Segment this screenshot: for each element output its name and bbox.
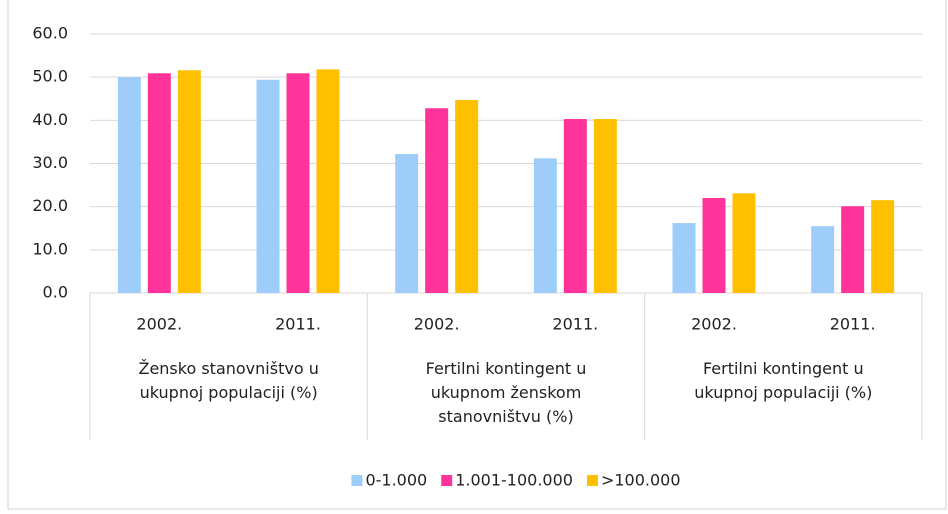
legend-label: 0-1.000 (365, 471, 427, 490)
group-label: Fertilni kontingent u ukupnoj populaciji… (694, 359, 873, 402)
bar (672, 223, 696, 293)
bar (811, 226, 835, 293)
x-tick-label: 2011. (275, 315, 321, 334)
y-tick-label: 10.0 (32, 239, 68, 258)
legend-label: >100.000 (601, 471, 681, 490)
bar (563, 119, 587, 293)
group-label: Žensko stanovništvo u ukupnoj populaciji… (138, 359, 319, 402)
bar (871, 200, 895, 293)
x-tick-label: 2002. (136, 315, 182, 334)
bar (316, 69, 340, 293)
legend-label: 1.001-100.000 (455, 471, 573, 490)
y-tick-label: 50.0 (32, 67, 68, 86)
y-tick-label: 60.0 (32, 24, 68, 43)
bar (395, 154, 419, 293)
legend-swatch (441, 475, 453, 486)
y-tick-label: 40.0 (32, 110, 68, 129)
x-tick-label: 2002. (691, 315, 737, 334)
group-label: Fertilni kontingent u ukupnom ženskom st… (425, 359, 587, 426)
y-tick-label: 20.0 (32, 196, 68, 215)
x-tick-label: 2011. (830, 315, 876, 334)
y-tick-label: 30.0 (32, 153, 68, 172)
bar (533, 158, 557, 293)
chart-border (7, 0, 947, 510)
bar (455, 100, 479, 293)
bar (702, 198, 726, 293)
legend-swatch (586, 475, 598, 486)
bar (841, 206, 865, 293)
x-tick-label: 2002. (414, 315, 460, 334)
bar (117, 77, 141, 294)
x-tick-label: 2011. (552, 315, 598, 334)
legend-swatch (351, 475, 363, 486)
bar (732, 193, 756, 293)
bar (256, 79, 280, 293)
bar (425, 108, 449, 293)
y-tick-label: 0.0 (43, 283, 68, 302)
bar (177, 70, 201, 293)
bar (147, 73, 171, 293)
bar (286, 73, 310, 293)
bar (593, 119, 617, 293)
